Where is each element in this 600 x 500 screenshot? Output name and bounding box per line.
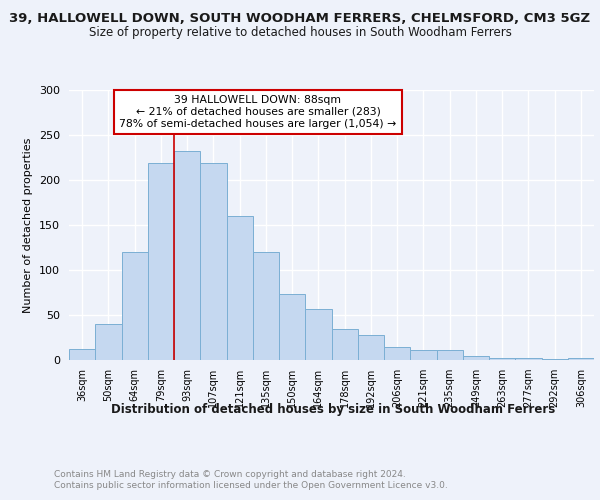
Text: Contains HM Land Registry data © Crown copyright and database right 2024.: Contains HM Land Registry data © Crown c… [54, 470, 406, 479]
Bar [358, 335, 384, 360]
Bar [463, 356, 489, 360]
Bar [410, 350, 437, 360]
Bar [515, 358, 542, 360]
Bar [121, 252, 148, 360]
Bar [542, 359, 568, 360]
Text: Size of property relative to detached houses in South Woodham Ferrers: Size of property relative to detached ho… [89, 26, 511, 39]
Bar [174, 151, 200, 360]
Bar [95, 324, 121, 360]
Bar [568, 358, 594, 360]
Text: Contains public sector information licensed under the Open Government Licence v3: Contains public sector information licen… [54, 481, 448, 490]
Bar [437, 350, 463, 360]
Text: Distribution of detached houses by size in South Woodham Ferrers: Distribution of detached houses by size … [111, 402, 555, 415]
Bar [331, 328, 358, 360]
Text: 39 HALLOWELL DOWN: 88sqm
← 21% of detached houses are smaller (283)
78% of semi-: 39 HALLOWELL DOWN: 88sqm ← 21% of detach… [119, 96, 397, 128]
Bar [148, 163, 174, 360]
Bar [200, 163, 227, 360]
Bar [227, 216, 253, 360]
Bar [489, 358, 515, 360]
Bar [384, 346, 410, 360]
Bar [69, 349, 95, 360]
Bar [279, 294, 305, 360]
Bar [253, 252, 279, 360]
Bar [305, 308, 331, 360]
Y-axis label: Number of detached properties: Number of detached properties [23, 138, 33, 312]
Text: 39, HALLOWELL DOWN, SOUTH WOODHAM FERRERS, CHELMSFORD, CM3 5GZ: 39, HALLOWELL DOWN, SOUTH WOODHAM FERRER… [10, 12, 590, 26]
